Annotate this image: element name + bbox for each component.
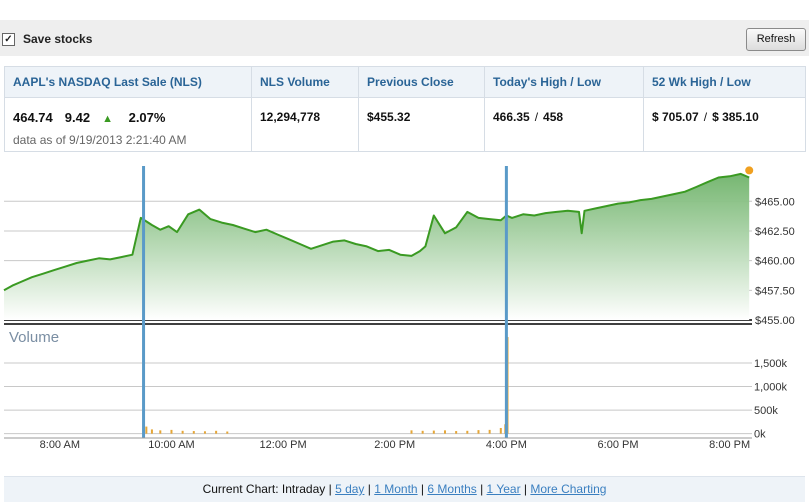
last-price: 464.74 bbox=[13, 110, 53, 125]
refresh-button[interactable]: Refresh bbox=[746, 28, 806, 51]
current-chart-label: Current Chart: Intraday bbox=[202, 482, 326, 496]
volume-tick-label: 0k bbox=[754, 429, 766, 441]
volume-bar bbox=[215, 430, 218, 434]
price-tick-label: $457.50 bbox=[755, 285, 795, 297]
x-tick-label: 10:00 AM bbox=[148, 439, 194, 451]
price-change: 9.42 bbox=[64, 110, 91, 125]
chart-range-bar: Current Chart: Intraday | 5 day | 1 Mont… bbox=[4, 476, 805, 502]
up-arrow-icon: ▲ bbox=[102, 113, 113, 125]
volume-bar bbox=[443, 430, 446, 434]
price-tick-label: $465.00 bbox=[755, 196, 795, 208]
header-todays-high-low: Today's High / Low bbox=[484, 66, 644, 98]
intraday-chart: $465.00 $462.50 $460.00 $457.50 $455.00 Volum… bbox=[3, 166, 795, 451]
volume-value: 12,294,778 bbox=[251, 97, 359, 152]
toolbar bbox=[0, 20, 809, 56]
volume-tick-label: 500k bbox=[754, 405, 778, 417]
link-1-year[interactable]: 1 Year bbox=[486, 482, 521, 496]
last-price-dot bbox=[745, 166, 754, 175]
volume-bar bbox=[466, 430, 469, 434]
todays-high-low-value: 466.35/458 bbox=[484, 97, 644, 152]
header-previous-close: Previous Close bbox=[358, 66, 485, 98]
volume-bar bbox=[421, 430, 424, 434]
x-tick-label: 8:00 PM bbox=[709, 439, 750, 451]
save-stocks-label: Save stocks bbox=[23, 32, 93, 46]
price-tick-label: $460.00 bbox=[755, 256, 795, 268]
percent-change: 2.07% bbox=[128, 110, 166, 125]
52wk-low: $ 385.10 bbox=[712, 110, 759, 124]
x-tick-label: 2:00 PM bbox=[374, 439, 415, 451]
volume-bar bbox=[477, 430, 480, 434]
link-1-month[interactable]: 1 Month bbox=[374, 482, 418, 496]
volume-bar bbox=[455, 431, 458, 434]
volume-bar bbox=[192, 431, 195, 434]
volume-bar bbox=[181, 430, 184, 434]
day-high: 466.35 bbox=[493, 110, 530, 124]
52wk-high-low-value: $ 705.07/$ 385.10 bbox=[643, 97, 806, 152]
x-tick-label: 6:00 PM bbox=[598, 439, 639, 451]
volume-tick-label: 1,000k bbox=[754, 382, 788, 394]
header-last-sale: AAPL's NASDAQ Last Sale (NLS) bbox=[4, 66, 252, 98]
volume-bar bbox=[145, 426, 148, 434]
x-tick-label: 8:00 AM bbox=[40, 439, 80, 451]
price-tick-label: $462.50 bbox=[755, 226, 795, 238]
header-volume: NLS Volume bbox=[251, 66, 359, 98]
data-timestamp: data as of 9/19/2013 2:21:40 AM bbox=[13, 133, 187, 147]
volume-bar bbox=[150, 429, 153, 434]
x-tick-label: 12:00 PM bbox=[260, 439, 307, 451]
save-stocks-checkbox[interactable]: ✓ Save stocks bbox=[2, 33, 92, 46]
52wk-high: $ 705.07 bbox=[652, 110, 699, 124]
previous-close-value: $455.32 bbox=[358, 97, 485, 152]
volume-bar bbox=[410, 430, 413, 434]
link-5-day[interactable]: 5 day bbox=[335, 482, 365, 496]
volume-bar bbox=[226, 431, 229, 434]
volume-bar bbox=[488, 429, 491, 434]
volume-bar bbox=[159, 430, 162, 434]
price-line bbox=[3, 172, 750, 292]
volume-bar bbox=[432, 430, 435, 434]
volume-title: Volume bbox=[9, 329, 59, 346]
quote-table: AAPL's NASDAQ Last Sale (NLS) NLS Volume… bbox=[4, 66, 806, 152]
last-sale-cell: 464.74 9.42 ▲ 2.07% data as of 9/19/2013 2… bbox=[4, 97, 252, 152]
x-tick-label: 4:00 PM bbox=[486, 439, 527, 451]
volume-bar bbox=[170, 429, 173, 434]
header-52wk-high-low: 52 Wk High / Low bbox=[643, 66, 806, 98]
volume-tick-label: 1,500k bbox=[754, 358, 788, 370]
checkbox-icon[interactable]: ✓ bbox=[2, 33, 15, 46]
day-low: 458 bbox=[543, 110, 564, 124]
link-6-months[interactable]: 6 Months bbox=[427, 482, 477, 496]
volume-bar bbox=[499, 427, 502, 434]
price-area bbox=[4, 173, 750, 320]
price-tick-label: $455.00 bbox=[755, 315, 795, 327]
link-more-charting[interactable]: More Charting bbox=[530, 482, 607, 496]
volume-bar bbox=[203, 431, 206, 434]
